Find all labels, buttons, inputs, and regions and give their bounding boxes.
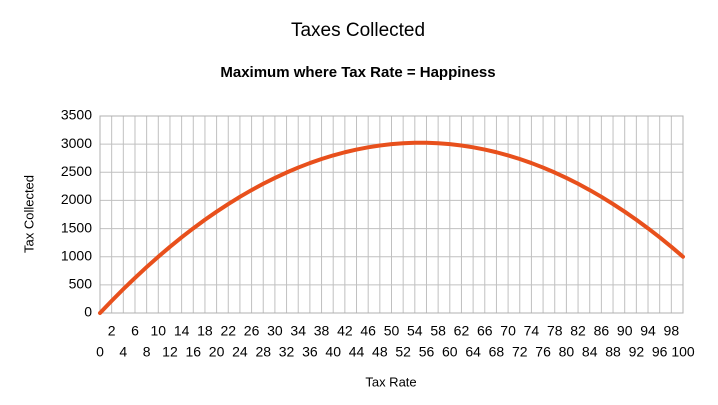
x-tick-label: 94 — [640, 323, 656, 339]
x-tick-label: 32 — [279, 344, 295, 360]
x-tick-label: 56 — [419, 344, 435, 360]
x-tick-label: 24 — [232, 344, 248, 360]
x-tick-label: 98 — [664, 323, 680, 339]
plot-border — [99, 115, 684, 314]
x-tick-label: 36 — [302, 344, 318, 360]
y-tick-label: 500 — [69, 276, 93, 292]
x-tick-label: 48 — [372, 344, 388, 360]
x-tick-label: 14 — [174, 323, 190, 339]
x-axis-title: Tax Rate — [365, 374, 416, 389]
x-tick-label: 38 — [314, 323, 330, 339]
x-tick-label: 30 — [267, 323, 283, 339]
y-tick-label: 3500 — [61, 107, 92, 123]
y-tick-label: 0 — [84, 304, 92, 320]
x-tick-label: 50 — [384, 323, 400, 339]
x-tick-label: 64 — [465, 344, 481, 360]
x-tick-label: 34 — [290, 323, 306, 339]
x-tick-label: 84 — [582, 344, 598, 360]
x-tick-label: 26 — [244, 323, 260, 339]
x-tick-label: 66 — [477, 323, 493, 339]
x-tick-label: 40 — [325, 344, 341, 360]
x-tick-label: 18 — [197, 323, 213, 339]
x-tick-label: 2 — [108, 323, 116, 339]
x-tick-label: 80 — [559, 344, 575, 360]
x-tick-label: 76 — [535, 344, 551, 360]
x-tick-label: 42 — [337, 323, 353, 339]
x-tick-label: 96 — [652, 344, 668, 360]
x-tick-label: 78 — [547, 323, 563, 339]
y-tick-label: 1000 — [61, 247, 92, 263]
x-tick-label: 90 — [617, 323, 633, 339]
x-tick-label: 44 — [349, 344, 365, 360]
y-axis-title: Tax Collected — [21, 175, 36, 253]
x-tick-label: 16 — [185, 344, 201, 360]
x-tick-label: 58 — [430, 323, 446, 339]
x-tick-label: 46 — [360, 323, 376, 339]
x-tick-label: 72 — [512, 344, 528, 360]
x-tick-label: 6 — [131, 323, 139, 339]
data-line — [98, 140, 685, 315]
x-tick-label: 0 — [96, 344, 104, 360]
x-tick-label: 74 — [524, 323, 540, 339]
x-tick-label: 12 — [162, 344, 178, 360]
y-tick-label: 2500 — [61, 163, 92, 179]
x-tick-label: 54 — [407, 323, 423, 339]
x-tick-label: 8 — [143, 344, 151, 360]
x-tick-label: 20 — [209, 344, 225, 360]
x-tick-label: 52 — [395, 344, 411, 360]
y-tick-label: 3000 — [61, 135, 92, 151]
x-tick-label: 88 — [605, 344, 621, 360]
y-tick-label: 1500 — [61, 219, 92, 235]
x-tick-label: 10 — [151, 323, 167, 339]
y-tick-label: 2000 — [61, 191, 92, 207]
x-tick-label: 28 — [255, 344, 271, 360]
chart-title: Taxes Collected — [291, 20, 425, 41]
x-tick-label: 62 — [454, 323, 470, 339]
x-tick-label: 92 — [629, 344, 645, 360]
x-tick-label: 22 — [220, 323, 236, 339]
x-tick-label: 86 — [594, 323, 610, 339]
x-tick-label: 70 — [500, 323, 516, 339]
x-tick-label: 100 — [671, 344, 695, 360]
chart-subtitle: Maximum where Tax Rate = Happiness — [220, 64, 495, 81]
x-tick-label: 60 — [442, 344, 458, 360]
x-tick-label: 82 — [570, 323, 586, 339]
x-tick-label: 68 — [489, 344, 505, 360]
x-tick-label: 4 — [119, 344, 127, 360]
